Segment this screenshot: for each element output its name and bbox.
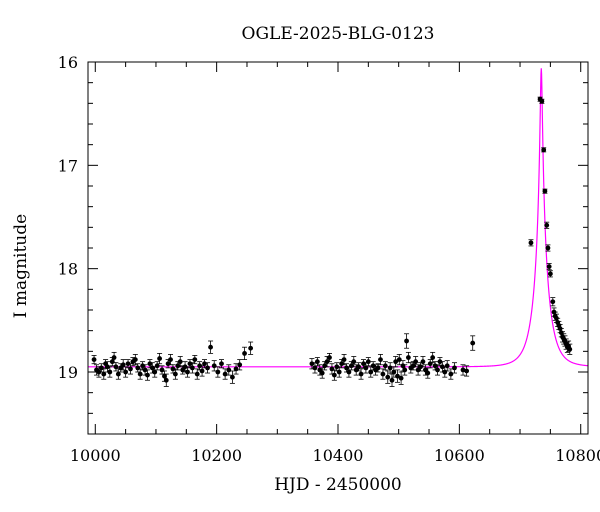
data-point (547, 270, 553, 278)
data-point (377, 354, 383, 366)
data-point (149, 362, 155, 374)
data-point (314, 357, 320, 367)
data-points-layer (91, 96, 573, 387)
y-axis-label: I magnitude (11, 214, 31, 318)
data-point (107, 366, 113, 378)
data-point (152, 366, 158, 378)
data-point (444, 360, 450, 372)
data-point (375, 363, 381, 373)
x-tick-label: 10800 (555, 446, 600, 465)
data-point (470, 335, 476, 351)
data-point (420, 356, 426, 368)
data-point (189, 362, 195, 374)
data-point (137, 368, 143, 380)
y-tick-labels: 16 17 18 19 (58, 53, 78, 382)
data-point (539, 98, 545, 104)
data-point (368, 366, 374, 378)
data-point (327, 352, 333, 363)
data-point (331, 369, 337, 381)
data-point (394, 369, 400, 383)
x-tick-label: 10000 (70, 446, 121, 465)
x-tick-label: 10400 (313, 446, 364, 465)
data-point (154, 361, 160, 371)
data-point (380, 368, 386, 380)
data-point (365, 357, 371, 367)
y-tick-label: 16 (58, 53, 78, 72)
data-point (356, 362, 362, 372)
model-curve-layer (88, 68, 589, 368)
data-point (215, 366, 221, 378)
data-point (144, 369, 150, 381)
data-point (218, 359, 224, 369)
data-point (229, 370, 235, 384)
data-point (435, 364, 441, 376)
data-point (430, 351, 436, 364)
y-tick-label: 17 (58, 156, 78, 175)
data-point (194, 368, 200, 380)
data-point (182, 361, 188, 373)
data-point (528, 239, 534, 247)
data-point (541, 147, 547, 153)
data-point (550, 297, 556, 307)
data-point (211, 360, 217, 372)
data-point (404, 333, 410, 349)
data-point (452, 362, 458, 374)
data-point (329, 363, 335, 375)
data-point (242, 346, 248, 361)
data-point (101, 368, 107, 380)
data-point (312, 362, 318, 374)
data-point (396, 354, 402, 366)
chart-title: OGLE-2025-BLG-0123 (242, 24, 435, 44)
data-point (422, 364, 428, 376)
data-point (546, 263, 552, 271)
data-point (91, 355, 97, 365)
data-point (373, 364, 379, 376)
data-point (123, 366, 129, 378)
data-point (542, 188, 548, 194)
data-point (393, 356, 399, 368)
data-point (113, 362, 119, 372)
data-point (464, 365, 470, 377)
data-point (460, 364, 466, 376)
y-tick-label: 18 (58, 260, 78, 279)
plot-frame (87, 61, 589, 435)
data-point (115, 368, 121, 380)
data-point (157, 352, 163, 365)
y-tick-label: 19 (58, 363, 78, 382)
data-point (208, 340, 214, 354)
x-tick-label: 10200 (191, 446, 242, 465)
data-point (237, 359, 243, 371)
data-point (163, 373, 169, 387)
data-point (358, 368, 364, 380)
data-point (398, 371, 404, 385)
data-point (382, 361, 388, 371)
data-point (448, 368, 454, 380)
data-point (402, 364, 408, 376)
data-point (185, 366, 191, 378)
x-tick-labels: 10000 10200 10400 10600 10800 (70, 446, 600, 465)
data-point (336, 366, 342, 378)
x-axis-label: HJD - 2450000 (274, 475, 402, 495)
data-point (341, 354, 347, 366)
data-point (192, 355, 198, 365)
model-curve (88, 68, 589, 368)
data-point (545, 244, 551, 252)
data-point (248, 341, 254, 355)
data-point (177, 356, 183, 368)
axis-ticks (88, 61, 588, 435)
data-point (567, 343, 573, 355)
data-point (168, 354, 174, 366)
data-point (405, 351, 411, 364)
data-point (544, 221, 550, 229)
data-point (205, 362, 211, 374)
data-point (132, 354, 138, 366)
data-point (172, 368, 178, 380)
x-tick-label: 10600 (434, 446, 485, 465)
